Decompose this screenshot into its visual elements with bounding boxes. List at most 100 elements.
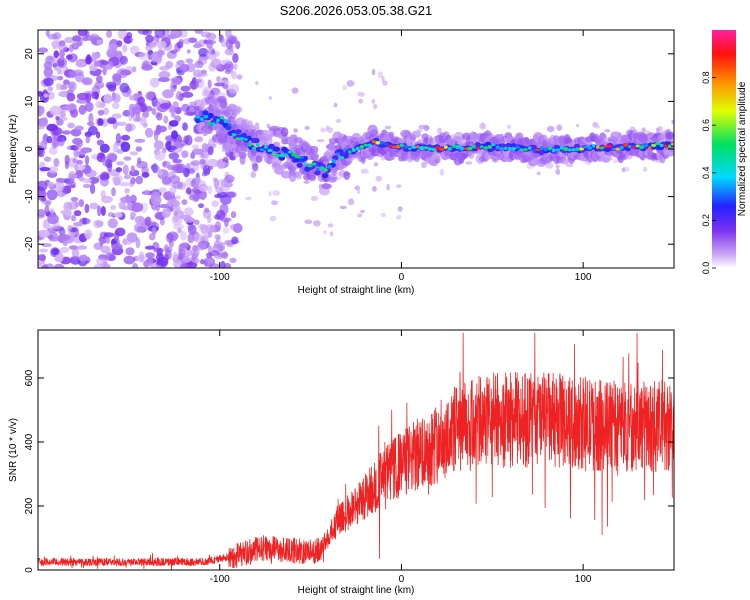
heatmap-cell [375, 175, 383, 182]
heatmap-cell [141, 64, 153, 71]
heatmap-cell [39, 167, 51, 172]
heatmap-cell [475, 146, 480, 150]
heatmap-cell [145, 252, 155, 259]
heatmap-cell [44, 200, 51, 207]
heatmap-cell [172, 181, 183, 190]
heatmap-cell [197, 203, 205, 209]
heatmap-cell [122, 44, 128, 53]
heatmap-cell [123, 35, 133, 45]
heatmap-cell [128, 111, 133, 122]
heatmap-cell [63, 79, 70, 85]
heatmap-cell [239, 154, 246, 165]
heatmap-cell [268, 96, 273, 100]
heatmap-cell [192, 79, 202, 83]
heatmap-cell [144, 245, 155, 250]
heatmap-cell [165, 232, 174, 243]
heatmap-cell [455, 144, 461, 149]
heatmap-cell [465, 161, 473, 165]
heatmap-cell [321, 173, 329, 179]
heatmap-cell [172, 159, 182, 164]
heatmap-cell [332, 155, 339, 161]
heatmap-cell [111, 102, 120, 110]
heatmap-cell [76, 159, 83, 165]
heatmap-cell [153, 247, 165, 253]
heatmap-cell [53, 139, 59, 148]
heatmap-cell [74, 164, 79, 172]
heatmap-cell [202, 234, 209, 245]
heatmap-cell [380, 212, 386, 218]
heatmap-cell [316, 139, 325, 143]
heatmap-cell [122, 164, 129, 176]
heatmap-cell [171, 130, 178, 140]
heatmap-cell [206, 158, 219, 168]
heatmap-cell [151, 107, 157, 116]
heatmap-cell [67, 122, 75, 129]
heatmap-cell [211, 200, 219, 208]
snr-background [38, 330, 674, 570]
heatmap-cell [78, 164, 86, 170]
heatmap-cell [371, 98, 376, 104]
heatmap-cell [99, 143, 110, 153]
heatmap-cell [255, 143, 260, 147]
heatmap-cell [327, 176, 337, 183]
heatmap-cell [264, 145, 268, 149]
heatmap-cell [291, 87, 299, 94]
heatmap-cell [53, 50, 60, 58]
heatmap-cell [357, 189, 361, 195]
heatmap-cell [471, 144, 476, 149]
heatmap-cell [321, 183, 333, 190]
heatmap-cell [158, 71, 171, 79]
heatmap-cell [219, 203, 229, 215]
heatmap-cell [43, 77, 54, 87]
heatmap-cell [38, 209, 46, 217]
heatmap-cell [487, 145, 492, 149]
heatmap-cell [418, 124, 426, 130]
heatmap-cell [46, 189, 58, 201]
heatmap-cell [91, 91, 99, 100]
heatmap-cell [211, 143, 217, 148]
heatmap-cell [179, 64, 190, 73]
heatmap-cell [206, 252, 213, 259]
heatmap-cell [97, 109, 105, 116]
heatmap-cell [251, 146, 256, 151]
heatmap-cell [196, 242, 207, 251]
heatmap-cell [123, 255, 135, 265]
heatmap-cell [379, 141, 384, 145]
heatmap-cell [78, 254, 89, 262]
x-tick-label: -100 [210, 574, 230, 585]
heatmap-cell [184, 111, 196, 116]
snr-frame [37, 329, 675, 571]
heatmap-cell [135, 146, 143, 152]
heatmap-cell [467, 146, 473, 151]
heatmap-cell [120, 141, 131, 152]
heatmap-cell [293, 128, 298, 133]
heatmap-cell [93, 53, 100, 60]
heatmap-cell [129, 45, 140, 55]
heatmap-cell [363, 143, 368, 147]
x-tick-label: 100 [575, 574, 592, 585]
heatmap-cell [228, 123, 232, 127]
heatmap-cell [397, 206, 403, 212]
heatmap-cell [200, 259, 205, 265]
heatmap-cell [204, 207, 210, 213]
heatmap-cell [59, 110, 66, 118]
heatmap-cell [145, 34, 154, 43]
heatmap-cell [272, 190, 281, 196]
heatmap-cell [479, 123, 487, 130]
heatmap-cell [615, 147, 621, 151]
heatmap-cell [621, 167, 626, 173]
heatmap-cell [59, 233, 71, 241]
heatmap-cell [354, 185, 361, 191]
heatmap-cell [507, 124, 512, 129]
heatmap-cell [144, 91, 155, 101]
heatmap-cell [207, 121, 213, 126]
heatmap-cell [170, 81, 178, 92]
heatmap-cell [103, 107, 109, 116]
heatmap-cell [582, 145, 589, 149]
heatmap-cell [203, 257, 216, 267]
heatmap-cell [663, 144, 668, 149]
heatmap-cell [635, 144, 640, 148]
heatmap-cell [631, 145, 636, 149]
heatmap-cell [125, 123, 133, 133]
heatmap-cell [47, 91, 55, 100]
